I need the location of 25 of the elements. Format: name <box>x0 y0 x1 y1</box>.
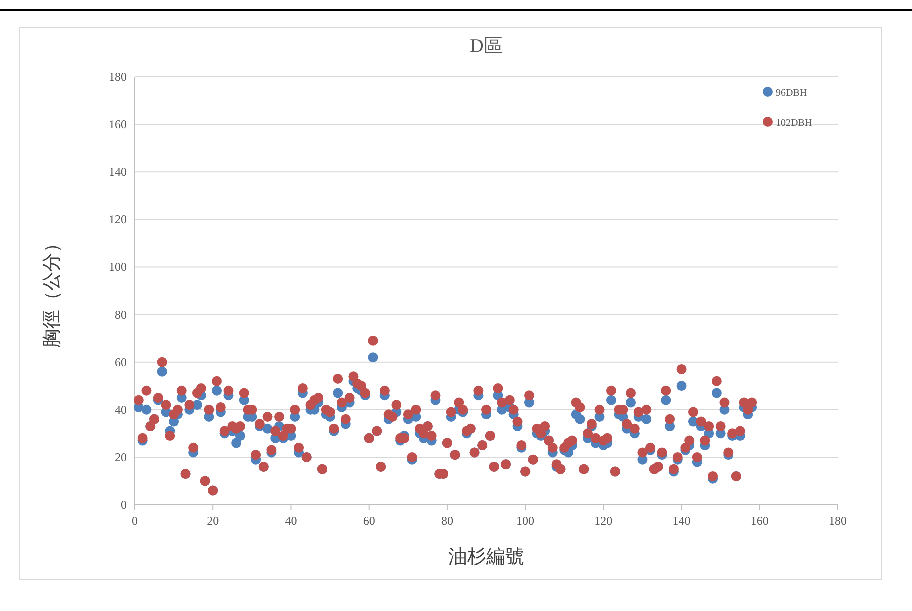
legend-label: 102DBH <box>776 118 812 129</box>
y-tick-label: 120 <box>109 212 127 227</box>
x-tick-label: 180 <box>829 514 847 528</box>
y-tick-label: 100 <box>109 260 127 274</box>
x-tick-label: 40 <box>285 514 298 528</box>
x-tick-label: 0 <box>132 514 138 528</box>
y-tick-label: 40 <box>115 402 127 417</box>
x-tick-label: 100 <box>516 514 535 528</box>
chart-title: D區 <box>470 36 503 57</box>
y-tick-label: 0 <box>121 498 127 512</box>
y-tick-label: 60 <box>115 355 127 370</box>
x-tick-label: 160 <box>750 514 769 528</box>
y-tick-label: 20 <box>115 450 127 464</box>
x-tick-label: 140 <box>672 514 691 528</box>
y-tick-label: 140 <box>109 165 127 180</box>
x-tick-label: 20 <box>207 514 220 528</box>
legend-label: 96DBH <box>776 88 808 99</box>
y-axis-title: 胸徑（公分） <box>42 234 63 348</box>
x-tick-label: 60 <box>363 514 376 528</box>
x-tick-label: 120 <box>594 514 613 528</box>
y-tick-label: 180 <box>109 70 127 84</box>
y-tick-label: 160 <box>109 118 127 132</box>
y-tick-label: 80 <box>115 308 127 322</box>
x-axis-title: 油杉編號 <box>448 547 524 568</box>
x-tick-label: 80 <box>441 514 454 528</box>
